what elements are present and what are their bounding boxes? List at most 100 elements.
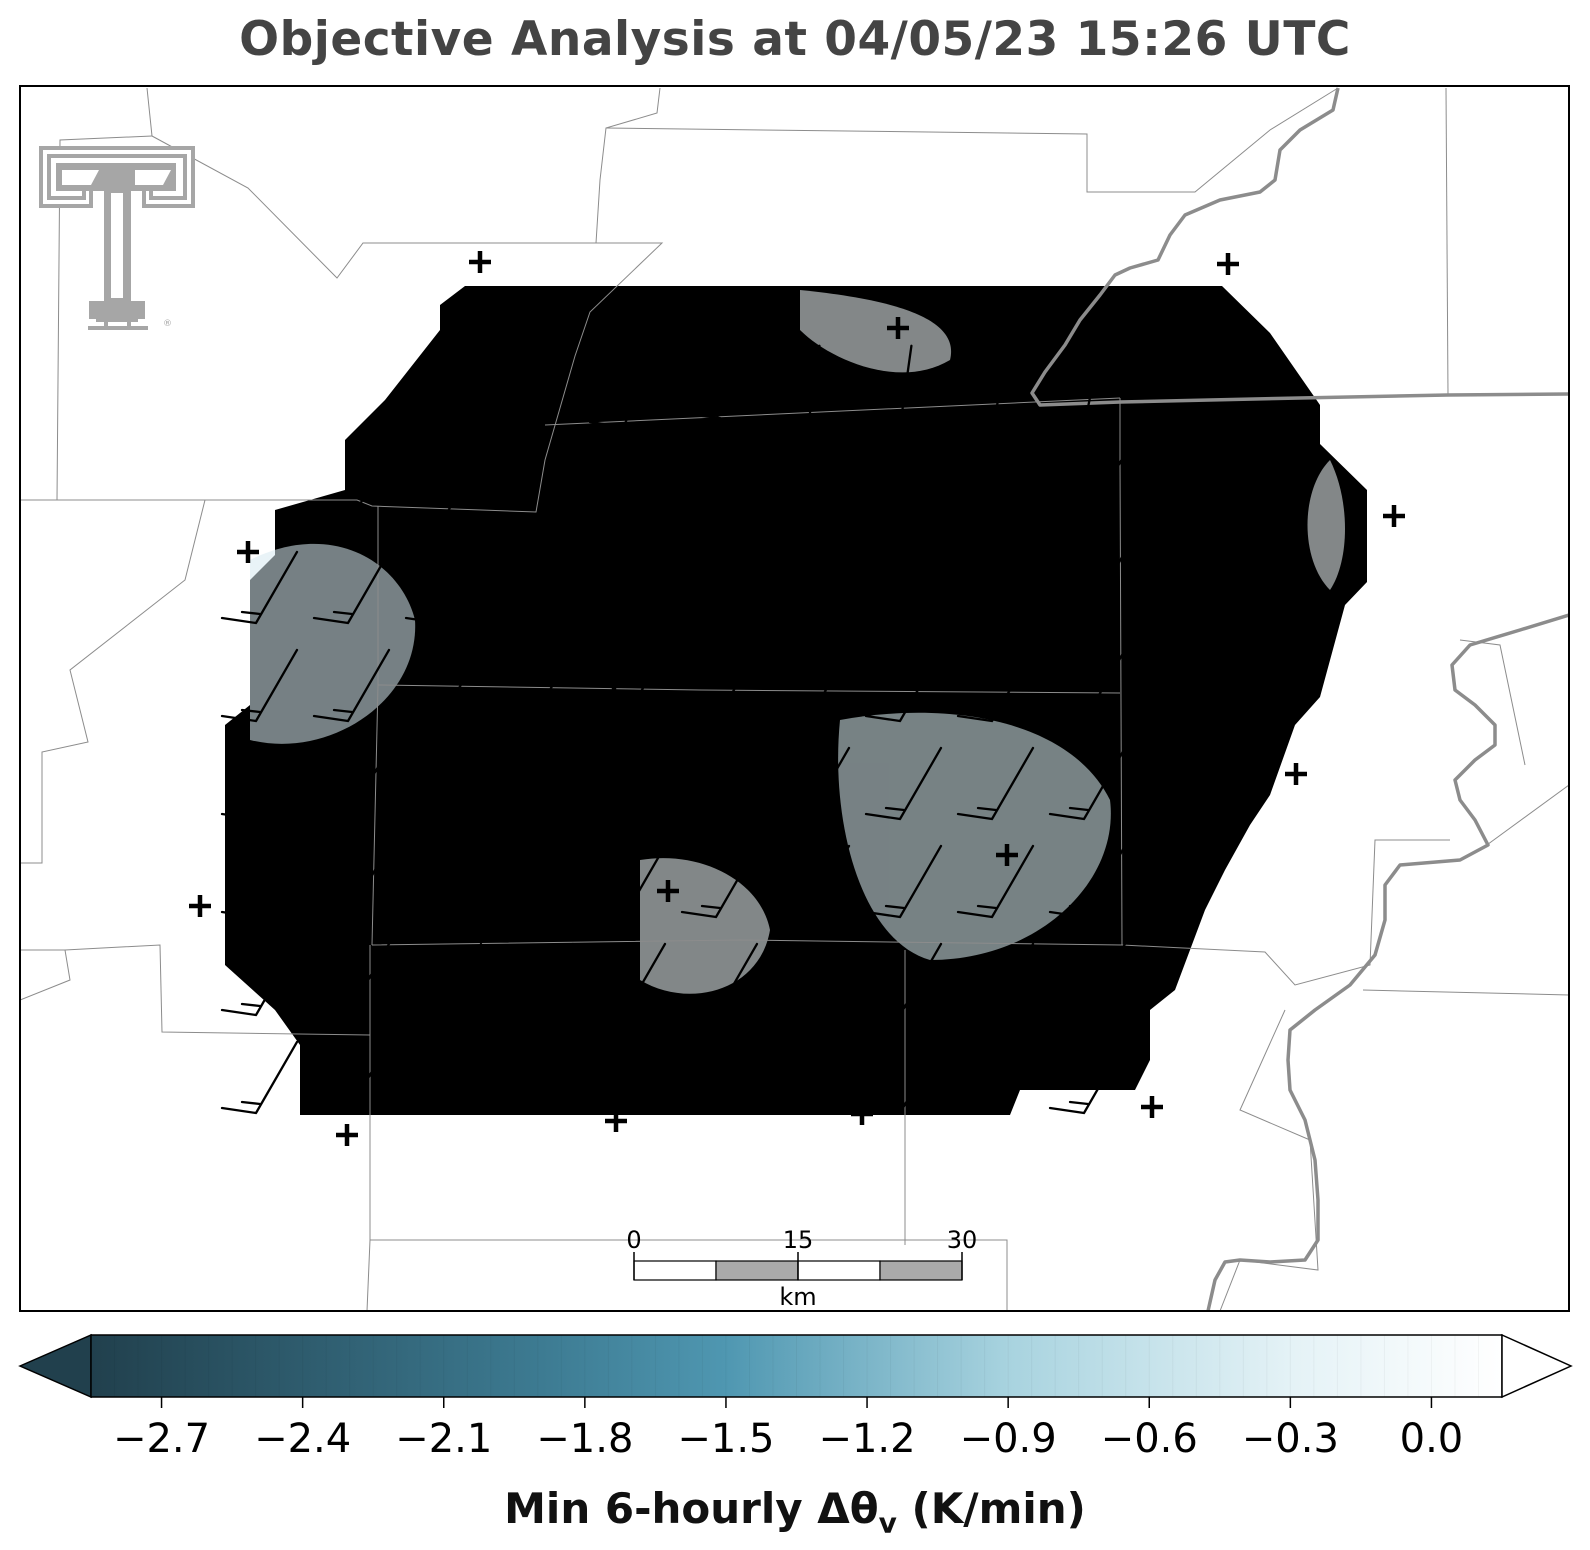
station-marker — [237, 541, 259, 563]
wind-barb — [220, 550, 299, 625]
station-marker — [1141, 1096, 1163, 1118]
wind-barb — [312, 844, 391, 919]
station-marker — [1383, 505, 1405, 527]
colorbar-tick-label: −0.3 — [1242, 1416, 1339, 1462]
wind-barb — [864, 444, 921, 527]
station-marker — [657, 880, 679, 902]
colorbar-tick-label: −0.9 — [960, 1416, 1057, 1462]
wind-barb — [680, 648, 759, 723]
colorbar-body — [91, 1335, 1502, 1397]
wind-barb — [680, 344, 729, 429]
colorbar-label-main: Min 6-hourly Δθ — [504, 1484, 879, 1533]
wind-barb — [404, 349, 472, 429]
wind-barb — [956, 345, 1012, 429]
wind-barb — [772, 746, 851, 821]
wind-barb — [404, 648, 483, 723]
colorbar-tick-label: −2.1 — [395, 1416, 492, 1462]
wind-barb — [404, 746, 483, 821]
wind-barb — [404, 1040, 483, 1115]
wind-barb — [772, 444, 829, 527]
map-frame — [19, 85, 1570, 1312]
wind-barb — [220, 1040, 299, 1115]
wind-barb — [864, 344, 913, 429]
station-marker — [336, 1124, 358, 1146]
wind-barb — [312, 452, 391, 527]
colorbar-tick-label: 0.0 — [1400, 1416, 1464, 1462]
colorbar-label-sub: v — [878, 1506, 897, 1540]
wind-barb — [956, 1040, 1035, 1115]
wind-barb — [956, 550, 1035, 625]
station-marker — [1074, 623, 1096, 645]
wind-barb — [680, 942, 759, 1017]
wind-barb — [312, 1040, 391, 1115]
wind-barb — [1048, 452, 1127, 527]
wind-barb — [220, 844, 299, 919]
wind-barb — [312, 550, 391, 625]
wind-barb — [956, 746, 1035, 821]
wind-barb — [588, 942, 667, 1017]
wind-barb — [1048, 550, 1127, 625]
wind-barb — [404, 942, 483, 1017]
wind-barb — [496, 349, 562, 429]
wind-barb — [864, 942, 943, 1017]
wind-barb — [496, 1040, 575, 1115]
wind-barb — [588, 452, 667, 527]
county-boundaries — [20, 87, 1569, 1311]
station-marker — [1217, 253, 1239, 275]
wind-barb — [312, 942, 391, 1017]
station-marker — [851, 1103, 873, 1125]
wind-barb — [220, 942, 299, 1017]
scale-label-15: 15 — [783, 1226, 814, 1254]
wind-barb — [1140, 746, 1219, 821]
station-marker — [189, 895, 211, 917]
wind-barb — [772, 648, 851, 723]
station-marker — [469, 251, 491, 273]
map-title: Objective Analysis at 04/05/23 15:26 UTC — [239, 12, 1351, 67]
wind-barb — [864, 746, 943, 821]
wind-barb — [956, 452, 1035, 527]
colorbar-tick-label: −2.7 — [113, 1416, 210, 1462]
wind-barb — [680, 550, 759, 625]
wind-barb — [864, 550, 943, 625]
colorbar-label-units: (K/min) — [896, 1484, 1086, 1533]
wind-barb — [588, 550, 667, 625]
wind-barb — [220, 648, 299, 723]
wind-barb — [956, 942, 1035, 1017]
wind-barb — [772, 344, 821, 429]
station-marker — [605, 1110, 627, 1132]
wind-barb — [404, 452, 483, 527]
wind-barb — [1140, 648, 1219, 723]
wind-barb — [404, 550, 483, 625]
colorbar-tick-label: −0.6 — [1101, 1416, 1198, 1462]
analysis-shading — [250, 290, 1345, 994]
wind-barb — [1048, 648, 1127, 723]
scale-bar: 0 15 30 km — [626, 1226, 977, 1311]
wind-barb — [864, 1040, 943, 1115]
colorbar-ticks: −2.7 −2.4 −2.1 −1.8 −1.5 −1.2 −0.9 −0.6 −0.3 0.0 — [113, 1397, 1463, 1462]
wind-barb — [312, 648, 391, 723]
wind-barb — [1048, 746, 1127, 821]
colorbar-label: Min 6-hourly Δθv (K/min) — [0, 1484, 1590, 1539]
wind-barb — [772, 550, 851, 625]
station-marker — [603, 687, 625, 709]
wind-barb — [496, 942, 575, 1017]
colorbar-steps — [114, 1335, 1479, 1397]
state-boundary — [1030, 87, 1569, 1311]
wind-barb — [956, 844, 1035, 919]
wind-barb — [1048, 1040, 1127, 1115]
wind-barb — [588, 348, 652, 429]
wind-barb — [312, 746, 391, 821]
colorbar-tick-label: −1.5 — [677, 1416, 774, 1462]
wind-barb — [772, 942, 851, 1017]
colorbar: −2.7 −2.4 −2.1 −1.8 −1.5 −1.2 −0.9 −0.6 −0.3 0.0 — [18, 1333, 1573, 1462]
station-marker — [996, 844, 1018, 866]
wind-barb — [496, 648, 575, 723]
wind-barb — [588, 844, 667, 919]
scale-label-0: 0 — [626, 1226, 641, 1254]
texas-tech-double-t-logo: ® — [39, 146, 195, 330]
wind-barb — [680, 746, 759, 821]
wind-barb — [220, 746, 299, 821]
station-marker — [887, 317, 909, 339]
colorbar-extend-high — [1501, 1333, 1573, 1399]
